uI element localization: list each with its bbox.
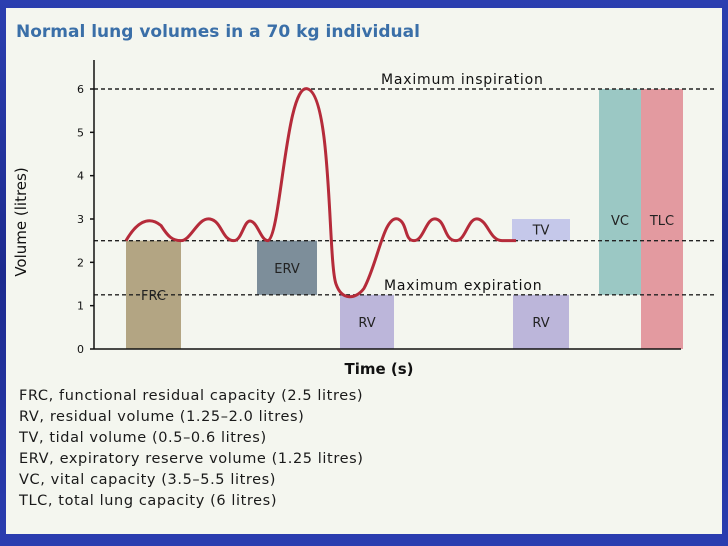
lung-volume-chart: Normal lung volumes in a 70 kg individua… [12, 22, 716, 378]
legend-frc: FRC, functional residual capacity (2.5 l… [19, 388, 364, 404]
block-rv-4 [513, 294, 569, 349]
block-erv-1 [257, 240, 317, 295]
block-label-tlc-6: TLC [649, 214, 674, 229]
block-tlc-6 [641, 89, 683, 349]
reference-label-0: Maximum inspiration [381, 72, 544, 88]
block-label-vc-5: VC [611, 214, 629, 229]
y-tick-label-4: 4 [77, 170, 84, 183]
block-label-rv-4: RV [532, 316, 549, 331]
block-label-rv-2: RV [358, 316, 375, 331]
x-axis-label: Time (s) [344, 360, 413, 378]
block-vc-5 [599, 89, 641, 295]
y-tick-label-3: 3 [77, 213, 84, 226]
content-panel: Normal lung volumes in a 70 kg individua… [6, 8, 722, 534]
legend-vc: VC, vital capacity (3.5–5.5 litres) [19, 472, 277, 488]
y-tick-label-1: 1 [77, 300, 84, 313]
legend-tv: TV, tidal volume (0.5–0.6 litres) [19, 430, 267, 446]
legend-erv: ERV, expiratory reserve volume (1.25 lit… [19, 451, 364, 467]
y-tick-label-0: 0 [77, 343, 84, 356]
block-tv-3 [512, 219, 570, 241]
volume-trace [124, 87, 516, 299]
block-label-erv-1: ERV [274, 262, 300, 277]
reference-label-2: Maximum expiration [384, 278, 542, 294]
y-tick-label-5: 5 [77, 126, 84, 139]
block-label-frc-0: FRC [141, 289, 166, 304]
y-tick-label-2: 2 [77, 256, 84, 269]
y-tick-label-6: 6 [77, 83, 84, 96]
y-axis-label: Volume (litres) [12, 167, 30, 276]
block-label-tv-3: TV [532, 224, 550, 239]
chart-title: Normal lung volumes in a 70 kg individua… [16, 22, 420, 42]
block-rv-2 [340, 294, 394, 349]
legend-tlc: TLC, total lung capacity (6 litres) [19, 493, 278, 509]
legend-rv: RV, residual volume (1.25–2.0 litres) [19, 409, 305, 425]
